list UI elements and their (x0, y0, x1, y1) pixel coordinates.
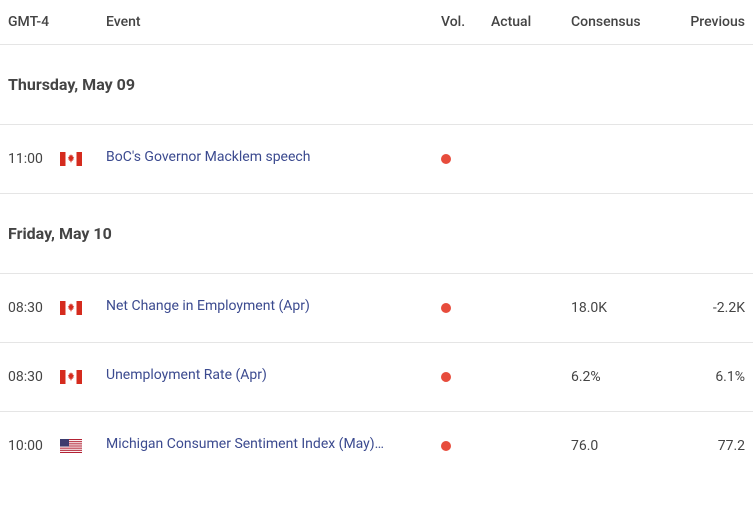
volatility-dot-icon (441, 303, 451, 313)
col-header-actual: Actual (491, 14, 571, 30)
event-link[interactable]: Net Change in Employment (Apr) (106, 298, 310, 314)
column-headers: GMT-4 Event Vol. Actual Consensus Previo… (0, 0, 753, 45)
consensus-value: 18.0K (571, 300, 671, 316)
volatility-dot-icon (441, 154, 451, 164)
economic-calendar: GMT-4 Event Vol. Actual Consensus Previo… (0, 0, 753, 480)
event-name-cell: BoC's Governor Macklem speech (106, 149, 441, 169)
volatility-dot-icon (441, 441, 451, 451)
previous-value: 6.1% (671, 369, 745, 385)
col-header-vol: Vol. (441, 14, 491, 30)
day-header: Thursday, May 09 (0, 45, 753, 125)
previous-value: -2.2K (671, 300, 745, 316)
previous-value: 77.2 (671, 438, 745, 454)
country-flag-us-icon (60, 439, 106, 453)
event-name-cell: Net Change in Employment (Apr) (106, 298, 441, 318)
volatility-cell (441, 303, 491, 313)
country-flag-ca-icon (60, 301, 106, 315)
event-row[interactable]: 11:00 BoC's Governor Macklem speech (0, 125, 753, 194)
col-header-time: GMT-4 (8, 14, 60, 30)
days-container: Thursday, May 09 11:00 BoC's Governor Mack… (0, 45, 753, 480)
event-name-cell: Michigan Consumer Sentiment Index (May)… (106, 436, 441, 456)
event-time: 08:30 (8, 300, 60, 316)
volatility-cell (441, 154, 491, 164)
consensus-value: 76.0 (571, 438, 671, 454)
event-time: 08:30 (8, 369, 60, 385)
consensus-value: 6.2% (571, 369, 671, 385)
country-flag-ca-icon (60, 152, 106, 166)
event-row[interactable]: 08:30 Net Change in Employment (Apr) 18.0K… (0, 274, 753, 343)
col-header-event: Event (106, 14, 441, 30)
col-header-consensus: Consensus (571, 14, 671, 30)
event-time: 10:00 (8, 438, 60, 454)
day-header: Friday, May 10 (0, 194, 753, 274)
event-row[interactable]: 10:00 Michigan Consumer Sentiment Index (… (0, 412, 753, 480)
volatility-cell (441, 441, 491, 451)
country-flag-ca-icon (60, 370, 106, 384)
volatility-dot-icon (441, 372, 451, 382)
volatility-cell (441, 372, 491, 382)
event-link[interactable]: Michigan Consumer Sentiment Index (May)… (106, 436, 384, 452)
event-link[interactable]: BoC's Governor Macklem speech (106, 149, 310, 165)
event-row[interactable]: 08:30 Unemployment Rate (Apr) 6.2%6.1% (0, 343, 753, 412)
event-link[interactable]: Unemployment Rate (Apr) (106, 367, 267, 383)
event-time: 11:00 (8, 151, 60, 167)
event-name-cell: Unemployment Rate (Apr) (106, 367, 441, 387)
col-header-previous: Previous (671, 14, 745, 30)
